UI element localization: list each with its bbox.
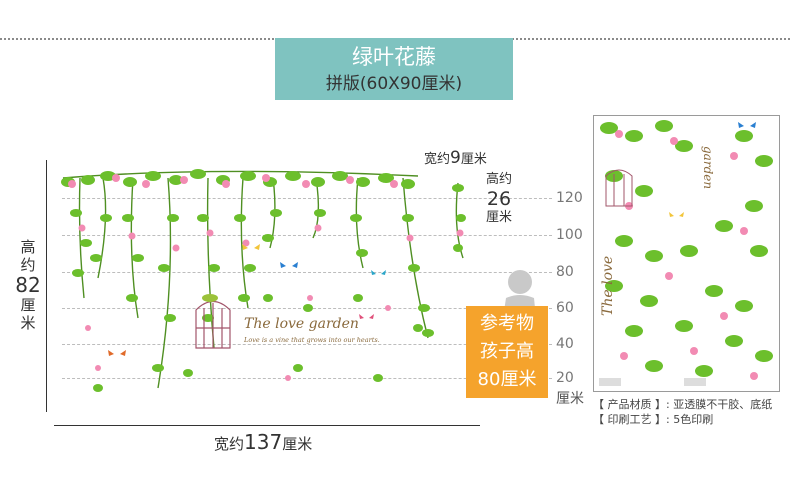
scale-tick: 60: [556, 300, 574, 316]
width-dimension-line: [54, 425, 480, 426]
scale-tick: 120: [556, 190, 583, 206]
width-dimension-label: 宽约137厘米: [214, 430, 313, 454]
scale-gridline: [62, 198, 552, 199]
reference-badge: 参考物 孩子高 80厘米: [466, 306, 548, 398]
title-banner: 绿叶花藤 拼版(60X90厘米): [275, 38, 513, 100]
height-dimension-label: 高约 82 厘米: [15, 238, 41, 332]
vine-stems: [62, 170, 464, 389]
product-title: 绿叶花藤: [352, 45, 436, 69]
scale-tick: 80: [556, 264, 574, 280]
scale-gridline: [62, 235, 552, 236]
hummingbird-icon: [280, 262, 298, 268]
scale-gridline: [62, 272, 552, 273]
material-info: 【 产品材质 】: 亚透膜不干胶、底纸 【 印刷工艺 】: 5色印刷: [593, 398, 773, 426]
birdcage-icon: [195, 300, 231, 349]
vine-height-label: 高约 26 厘米: [485, 172, 512, 225]
height-dimension-line: [46, 160, 47, 412]
scale-gridline: [62, 378, 552, 379]
butterfly-icon: [242, 244, 260, 250]
scale-tick: 40: [556, 336, 574, 352]
poster-thumbnail: garden The love: [593, 115, 780, 392]
scale-unit: 厘米: [556, 391, 584, 407]
butterfly-icon: [371, 270, 386, 275]
art-heading: The love garden: [244, 316, 359, 332]
scale-tick: 20: [556, 370, 574, 386]
flowers: [68, 174, 464, 381]
butterfly-icon: [108, 350, 126, 356]
poster-script-title: The love: [600, 256, 616, 316]
art-tagline: Love is a vine that grows into our heart…: [243, 336, 380, 344]
poster-artwork: garden The love: [599, 120, 773, 386]
butterfly-icon: [669, 212, 684, 217]
scale-tick: 100: [556, 227, 583, 243]
leaves: [61, 169, 466, 392]
butterfly-icon: [359, 314, 374, 319]
bird-icon: [202, 294, 218, 302]
vine-width-label: 宽约9厘米: [424, 148, 487, 168]
butterfly-icon: [738, 122, 756, 128]
scale-gridline: [62, 344, 552, 345]
poster-script-sub: garden: [701, 146, 715, 189]
product-subtitle: 拼版(60X90厘米): [325, 74, 463, 94]
vine-artwork: The love garden Love is a vine that grow…: [61, 169, 466, 392]
